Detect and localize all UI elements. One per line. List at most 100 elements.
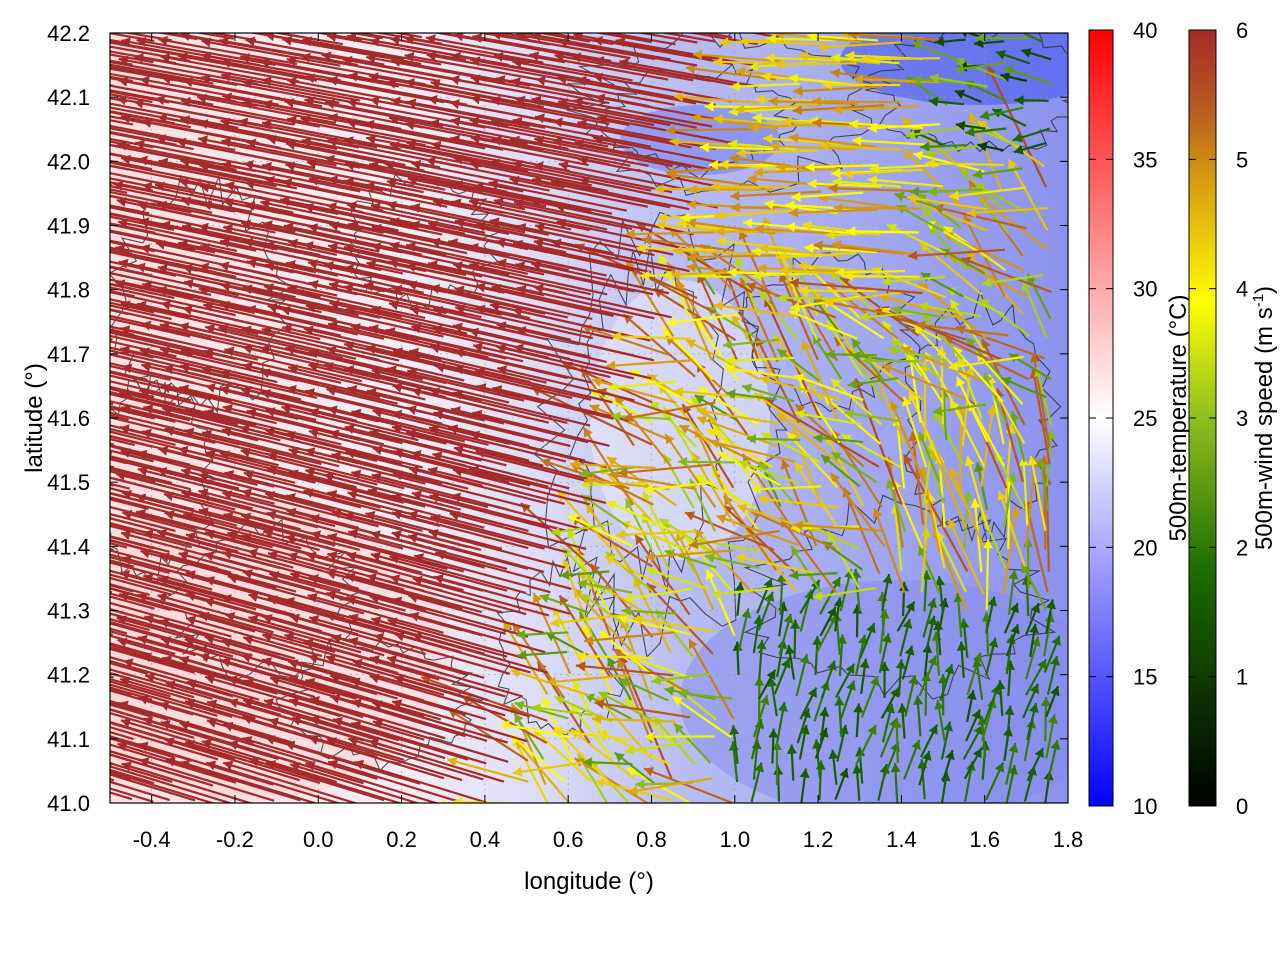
wind-arrow-head bbox=[988, 637, 999, 648]
wind-arrow-shaft bbox=[240, 221, 380, 253]
wind-arrow-head bbox=[473, 342, 483, 353]
wind-arrow-shaft bbox=[110, 487, 195, 511]
wind-arrow-head bbox=[81, 383, 91, 393]
wind-arrow-head bbox=[1050, 686, 1060, 697]
wind-arrow-shaft bbox=[119, 391, 257, 426]
wind-arrow-shaft bbox=[110, 331, 214, 358]
wind-arrow-shaft bbox=[119, 678, 256, 720]
wind-arrow bbox=[785, 644, 796, 680]
wind-arrow-shaft bbox=[110, 334, 193, 356]
wind-arrow-shaft bbox=[305, 304, 444, 338]
wind-arrow-shaft bbox=[327, 534, 465, 573]
wind-arrow-shaft bbox=[110, 400, 191, 422]
wind-arrow-shaft bbox=[158, 576, 296, 617]
wind-arrow-head bbox=[97, 616, 107, 626]
wind-arrow-shaft bbox=[843, 168, 923, 176]
wind-arrow-shaft bbox=[497, 367, 635, 402]
wind-arrow bbox=[757, 494, 839, 509]
wind-arrow-head bbox=[616, 658, 627, 669]
wind-arrow bbox=[939, 663, 955, 701]
wind-arrow bbox=[912, 150, 985, 173]
wind-arrow-shaft bbox=[110, 618, 150, 632]
wind-arrow bbox=[714, 209, 795, 221]
wind-arrow-shaft bbox=[1031, 368, 1051, 465]
wind-arrow-head bbox=[934, 700, 944, 710]
wind-arrow-shaft bbox=[754, 227, 843, 236]
wind-arrow-shaft bbox=[906, 196, 988, 211]
wind-arrow-shaft bbox=[956, 376, 989, 443]
wind-arrow-head bbox=[633, 577, 643, 588]
wind-arrow-head bbox=[777, 293, 787, 304]
wind-arrow bbox=[770, 141, 856, 152]
wind-arrow-shaft bbox=[143, 406, 281, 442]
wind-arrow-head bbox=[959, 618, 970, 629]
wind-arrow-shaft bbox=[392, 471, 530, 509]
wind-arrow-shaft bbox=[323, 473, 461, 511]
wind-arrow-shaft bbox=[331, 453, 469, 490]
wind-arrow-head bbox=[819, 140, 829, 151]
wind-arrow-shaft bbox=[910, 198, 988, 232]
wind-arrow-head bbox=[717, 451, 728, 461]
wind-arrow bbox=[110, 768, 155, 785]
wind-arrow bbox=[805, 162, 878, 173]
wind-arrow-head bbox=[567, 514, 578, 524]
wind-arrow-head bbox=[83, 717, 93, 727]
wind-arrow bbox=[110, 206, 233, 234]
wind-arrow-shaft bbox=[242, 570, 380, 610]
wind-arrow-head bbox=[614, 752, 625, 763]
wind-arrow-head bbox=[81, 761, 91, 771]
wind-arrow-head bbox=[759, 695, 770, 706]
wind-arrow-head bbox=[709, 438, 720, 449]
wind-arrow bbox=[110, 467, 191, 491]
wind-arrow-head bbox=[734, 582, 745, 592]
wind-arrow-head bbox=[694, 395, 705, 405]
wind-arrow bbox=[918, 301, 982, 318]
wind-arrow-shaft bbox=[110, 152, 193, 171]
wind-arrow bbox=[955, 120, 986, 131]
wind-arrow-head bbox=[16, 323, 26, 333]
wind-arrow-head bbox=[972, 748, 982, 759]
wind-arrow bbox=[81, 761, 216, 803]
wind-arrow-shaft bbox=[681, 403, 735, 489]
wind-arrow-head bbox=[429, 492, 440, 503]
wind-arrow bbox=[110, 50, 177, 65]
wind-arrow-head bbox=[729, 153, 740, 164]
wind-arrow-head bbox=[706, 428, 717, 438]
wind-arrow-shaft bbox=[404, 80, 544, 109]
wind-arrow-shaft bbox=[550, 522, 613, 534]
wind-arrow-shaft bbox=[617, 616, 691, 636]
wind-arrow-shaft bbox=[267, 552, 405, 591]
wind-arrow bbox=[956, 641, 967, 679]
wind-arrow-shaft bbox=[694, 427, 733, 508]
wind-arrow-shaft bbox=[661, 326, 714, 381]
wind-arrow-head bbox=[531, 703, 542, 714]
wind-arrow-shaft bbox=[475, 223, 614, 255]
wind-arrow-head bbox=[246, 408, 257, 418]
wind-arrow bbox=[934, 699, 947, 744]
wind-arrow bbox=[185, 615, 323, 658]
wind-arrow-head bbox=[775, 59, 785, 70]
wind-arrow-shaft bbox=[110, 204, 128, 211]
wind-arrow-head bbox=[827, 606, 836, 618]
wind-arrow-shaft bbox=[454, 349, 592, 384]
wind-arrow-head bbox=[936, 346, 947, 356]
wind-arrow-head bbox=[705, 552, 716, 563]
wind-arrow-head bbox=[974, 462, 985, 473]
wind-arrow-shaft bbox=[118, 57, 258, 86]
wind-arrow bbox=[716, 236, 795, 251]
wind-arrow-head bbox=[577, 579, 588, 589]
wind-arrow-shaft bbox=[488, 181, 628, 212]
wind-arrow bbox=[940, 721, 953, 760]
wind-arrow-shaft bbox=[554, 695, 613, 723]
wind-arrow-shaft bbox=[121, 762, 254, 803]
wind-arrow-head bbox=[514, 700, 525, 711]
wind-arrow bbox=[886, 223, 948, 255]
wind-arrow bbox=[935, 576, 946, 613]
wind-arrow-shaft bbox=[625, 231, 715, 236]
wind-arrow-shaft bbox=[593, 136, 732, 166]
wind-arrow-shaft bbox=[729, 156, 820, 172]
wind-arrow-head bbox=[987, 596, 998, 607]
wind-arrow-shaft bbox=[641, 237, 734, 252]
wind-arrow-head bbox=[688, 539, 699, 550]
wind-arrow-shaft bbox=[385, 328, 524, 363]
